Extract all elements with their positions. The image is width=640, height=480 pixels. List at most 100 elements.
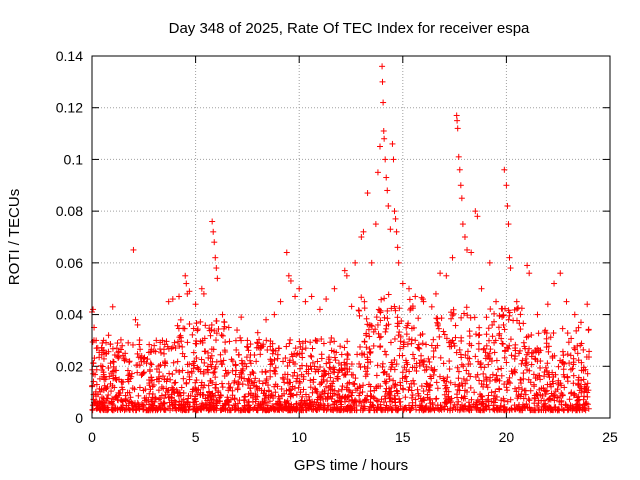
- data-point: [528, 353, 535, 360]
- data-point: [265, 382, 272, 389]
- data-point: [202, 395, 209, 402]
- data-point: [140, 370, 147, 377]
- y-tick-label: 0.08: [56, 203, 83, 219]
- data-point: [461, 234, 468, 240]
- data-point: [463, 377, 470, 384]
- data-point: [296, 338, 303, 345]
- data-point: [512, 385, 519, 392]
- data-point: [343, 384, 350, 391]
- data-point: [505, 345, 512, 352]
- data-point: [586, 348, 593, 355]
- data-point: [441, 331, 448, 338]
- data-point: [126, 359, 133, 366]
- data-point: [303, 391, 310, 398]
- data-point: [307, 402, 314, 409]
- data-point: [491, 318, 498, 325]
- data-point: [261, 387, 268, 394]
- data-point: [474, 213, 481, 220]
- data-point: [293, 378, 300, 385]
- data-point: [176, 343, 183, 350]
- data-point: [197, 391, 204, 398]
- data-point: [478, 401, 485, 408]
- data-point: [245, 347, 252, 354]
- data-point: [520, 375, 527, 382]
- data-point: [364, 392, 371, 399]
- data-point: [413, 406, 420, 413]
- data-point: [270, 405, 277, 412]
- data-point: [119, 352, 126, 359]
- data-point: [416, 363, 423, 370]
- data-point: [397, 333, 404, 340]
- data-point: [508, 405, 515, 412]
- data-point: [316, 306, 323, 313]
- data-point: [318, 355, 325, 362]
- data-point: [213, 265, 220, 272]
- data-point: [327, 339, 334, 346]
- data-point: [495, 324, 502, 331]
- data-point: [139, 401, 146, 408]
- data-point: [552, 388, 559, 395]
- data-point: [440, 377, 447, 384]
- data-point: [428, 342, 435, 349]
- data-point: [483, 331, 490, 338]
- data-point: [475, 340, 482, 347]
- data-point: [466, 328, 473, 335]
- data-point: [291, 385, 298, 392]
- data-point: [358, 294, 365, 301]
- data-point: [408, 404, 415, 411]
- data-point: [254, 405, 261, 412]
- data-point: [475, 346, 482, 353]
- data-point: [318, 336, 325, 343]
- data-point: [101, 376, 108, 383]
- data-point: [287, 277, 294, 284]
- data-point: [220, 325, 227, 332]
- data-point: [524, 404, 531, 411]
- data-point: [531, 394, 538, 401]
- data-point: [483, 398, 490, 405]
- data-point: [213, 381, 220, 388]
- data-point: [245, 407, 252, 414]
- data-point: [235, 407, 242, 414]
- data-point: [364, 365, 371, 372]
- data-point: [421, 357, 428, 364]
- data-point: [489, 371, 496, 378]
- data-point: [432, 290, 439, 297]
- data-point: [212, 254, 219, 261]
- data-point: [403, 406, 410, 413]
- data-point: [498, 372, 505, 379]
- data-point: [483, 342, 490, 349]
- data-point: [406, 368, 413, 375]
- data-point: [425, 355, 432, 362]
- data-point: [174, 358, 181, 365]
- data-point: [575, 324, 582, 331]
- data-point: [541, 402, 548, 409]
- data-point: [233, 346, 240, 353]
- data-point: [534, 345, 541, 352]
- data-point: [308, 293, 315, 300]
- data-point: [328, 395, 335, 402]
- data-point: [229, 392, 236, 399]
- data-point: [112, 394, 119, 401]
- data-point: [436, 333, 443, 340]
- data-point: [455, 383, 462, 390]
- data-point: [535, 400, 542, 407]
- data-point: [169, 371, 176, 378]
- data-point: [152, 395, 159, 402]
- data-point: [451, 342, 458, 349]
- data-point: [352, 375, 359, 382]
- data-point: [390, 377, 397, 384]
- data-point: [523, 359, 530, 366]
- data-point: [143, 398, 150, 405]
- data-point: [409, 392, 416, 399]
- data-point: [507, 396, 514, 403]
- data-point: [271, 311, 278, 318]
- data-point: [469, 403, 476, 410]
- data-point: [229, 367, 236, 374]
- data-point: [307, 363, 314, 370]
- data-point: [435, 321, 442, 328]
- data-point: [338, 351, 345, 358]
- data-point: [423, 403, 430, 410]
- data-point: [477, 407, 484, 414]
- data-point: [537, 376, 544, 383]
- data-point: [567, 352, 574, 359]
